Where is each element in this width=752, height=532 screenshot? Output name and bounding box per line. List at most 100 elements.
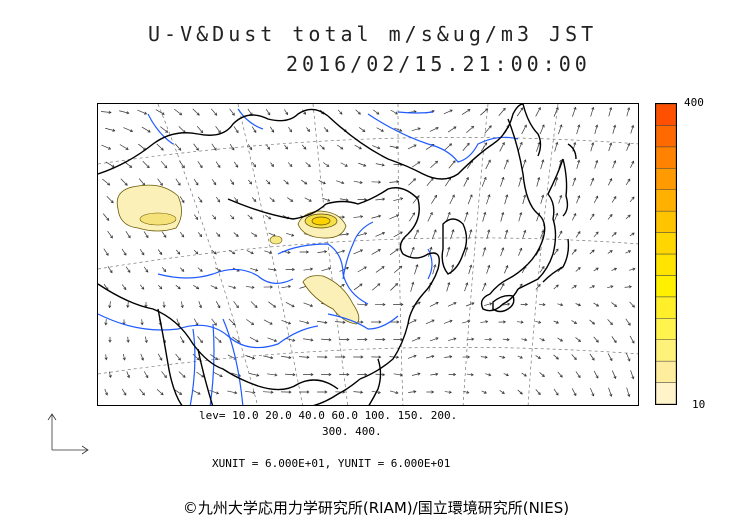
wind-arrow	[626, 107, 630, 117]
wind-arrow-head	[483, 246, 487, 251]
wind-arrow-head	[377, 283, 381, 287]
wind-arrow-head	[163, 234, 167, 238]
wind-arrow	[425, 355, 435, 359]
wind-arrow	[137, 109, 147, 115]
wind-arrow	[626, 387, 630, 397]
wind-arrow-head	[145, 235, 149, 239]
wind-arrow	[413, 229, 419, 240]
wind-arrow-head	[555, 320, 560, 324]
wind-arrow	[607, 353, 613, 361]
wind-arrow	[138, 143, 146, 151]
wind-arrow	[337, 109, 343, 115]
wind-arrow-head	[431, 319, 435, 323]
wind-arrow	[448, 338, 456, 341]
wind-arrow-head	[217, 233, 221, 237]
wind-arrow-head	[541, 194, 545, 198]
wind-arrow	[518, 177, 522, 187]
wind-arrow-head	[471, 337, 475, 341]
wind-arrow	[106, 195, 114, 204]
wind-arrow	[178, 126, 186, 133]
wind-arrow	[157, 353, 163, 361]
wind-arrow	[215, 267, 221, 272]
wind-arrow-head	[394, 111, 398, 115]
wind-arrow-head	[196, 357, 200, 361]
colorbar-swatch	[655, 210, 677, 233]
wind-arrow	[480, 356, 488, 358]
wind-arrow	[481, 177, 487, 187]
wind-arrow	[174, 143, 182, 151]
wind-arrow	[504, 265, 508, 274]
wind-arrow-head	[232, 251, 236, 255]
wind-arrow-head	[431, 390, 435, 394]
wind-arrow-head	[161, 112, 165, 115]
wind-arrow-head	[449, 109, 453, 113]
wind-arrow	[522, 194, 526, 205]
wind-arrow	[450, 229, 454, 240]
wind-arrow-head	[484, 355, 488, 359]
wind-arrow-head	[631, 376, 635, 380]
wind-arrow	[589, 353, 595, 361]
wind-arrow	[464, 212, 468, 222]
wind-arrow	[389, 390, 399, 394]
wind-arrow-head	[159, 251, 163, 256]
wind-arrow-head	[537, 392, 541, 396]
wind-arrow-head	[449, 355, 453, 359]
wind-arrow	[463, 390, 469, 394]
wind-arrow-head	[289, 129, 292, 133]
wind-arrow-head	[214, 112, 218, 116]
wind-arrow-head	[523, 159, 527, 163]
wind-arrow-head	[324, 320, 328, 325]
wind-arrow-head	[417, 337, 421, 340]
wind-arrow-head	[345, 198, 349, 202]
wind-arrow	[607, 285, 613, 289]
wind-arrow-head	[199, 234, 203, 238]
wind-arrow-head	[609, 358, 613, 362]
wind-arrow	[301, 144, 307, 150]
wind-arrow-head	[252, 390, 256, 394]
wind-arrow-head	[342, 215, 346, 219]
wind-arrow	[535, 320, 541, 324]
wind-arrow-head	[447, 246, 451, 250]
wind-arrow	[317, 320, 327, 324]
wind-arrow	[393, 197, 403, 202]
wind-arrow-head	[537, 284, 541, 288]
wind-arrow	[286, 232, 294, 237]
wind-arrow-head	[328, 267, 332, 271]
wind-arrow-head	[433, 229, 437, 233]
wind-arrow-head	[233, 285, 237, 290]
wind-arrow	[414, 264, 418, 275]
wind-arrow-head	[249, 147, 253, 151]
wind-arrow	[192, 353, 200, 361]
wind-arrow-head	[288, 285, 292, 289]
wind-arrow-head	[310, 372, 314, 377]
wind-arrow-head	[285, 181, 289, 185]
wind-arrow	[144, 336, 148, 343]
wind-arrow-head	[591, 285, 596, 289]
wind-arrow	[267, 337, 277, 342]
wind-arrow	[142, 161, 150, 168]
wind-arrow-head	[416, 195, 420, 199]
colorbar-swatch	[655, 296, 677, 319]
wind-arrow-head	[254, 233, 258, 237]
wind-arrow-head	[610, 285, 614, 289]
wind-arrow	[155, 109, 165, 115]
wind-arrow-head	[271, 199, 275, 202]
wind-arrow-head	[396, 320, 400, 324]
wind-arrow-head	[104, 357, 108, 361]
wind-arrow-head	[613, 196, 617, 200]
wind-arrow-head	[435, 337, 439, 341]
wind-arrow	[466, 126, 474, 133]
colorbar-swatch	[655, 339, 677, 362]
wind-arrow-head	[380, 128, 384, 132]
wind-arrow	[105, 127, 115, 132]
wind-arrow	[611, 336, 617, 343]
wind-arrow	[179, 267, 185, 272]
wind-arrow-head	[251, 322, 255, 326]
wind-arrow-head	[141, 286, 145, 290]
wind-arrow-head	[270, 390, 274, 394]
wind-arrow-head	[123, 287, 127, 291]
wind-arrow	[468, 265, 472, 274]
wind-arrow	[191, 389, 201, 395]
wind-arrow-head	[449, 319, 453, 323]
wind-arrow	[303, 338, 313, 341]
